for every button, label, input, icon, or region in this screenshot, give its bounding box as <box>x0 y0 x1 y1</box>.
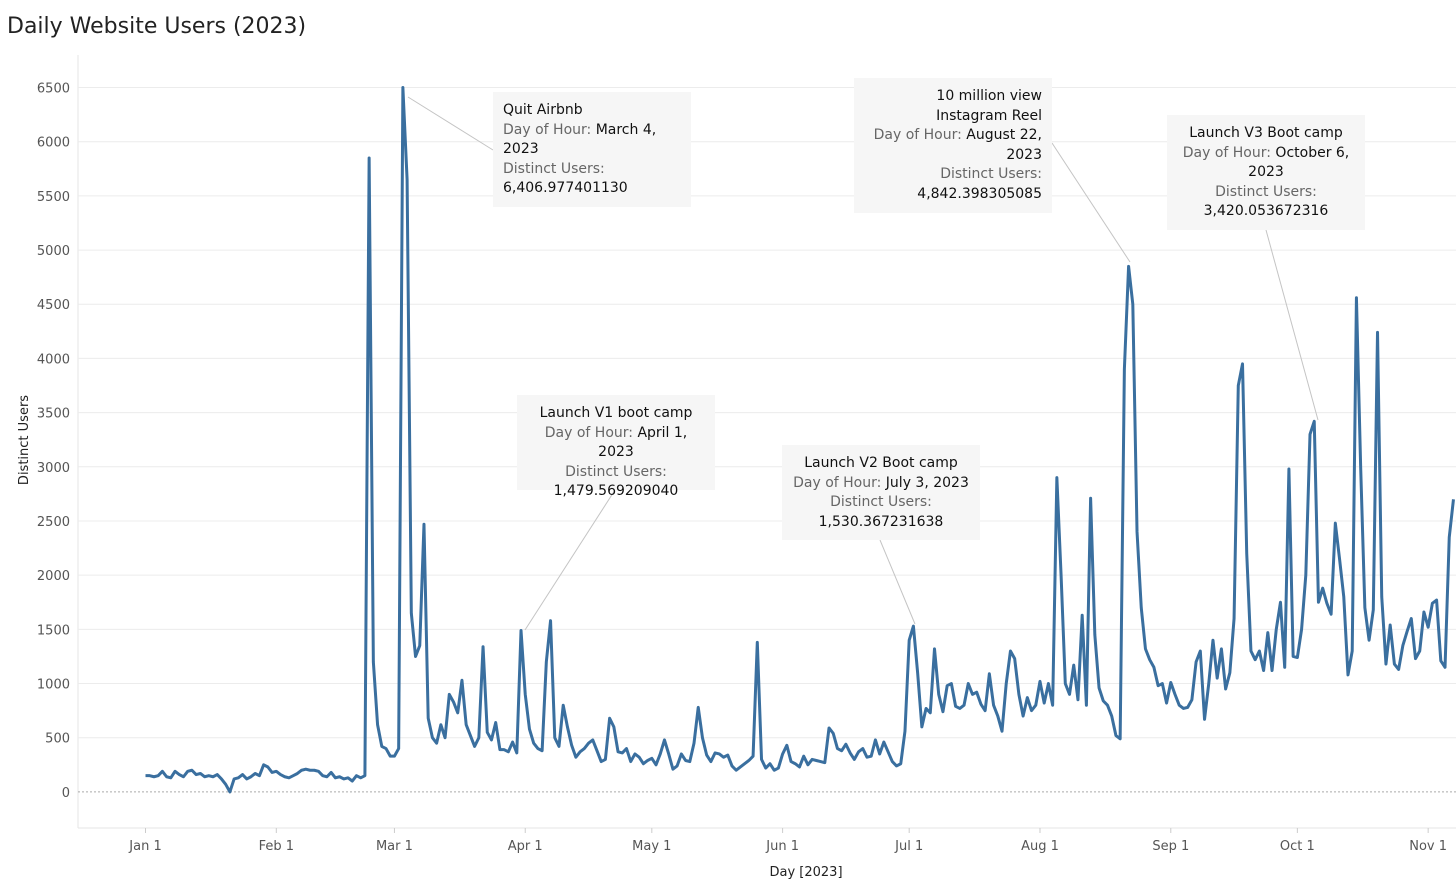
y-tick-label: 3500 <box>37 407 70 422</box>
x-tick-label: Jun 1 <box>765 839 799 854</box>
annotation-label: Day of Hour: <box>544 424 633 441</box>
annotation-label: Distinct Users: <box>1215 183 1317 200</box>
x-tick-label: May 1 <box>632 839 671 854</box>
x-tick-label: Oct 1 <box>1280 839 1315 854</box>
annotation-value: 6,406.977401130 <box>503 180 628 196</box>
annotation-date: April 1, 2023 <box>598 424 688 461</box>
y-tick-label: 4000 <box>37 352 70 367</box>
annotation: Launch V3 Boot camp Day of Hour: October… <box>1167 115 1365 230</box>
annotation: Quit Airbnb Day of Hour: March 4, 2023 D… <box>493 92 691 207</box>
x-tick-label: Sep 1 <box>1152 839 1189 854</box>
annotation-label: Distinct Users: <box>565 463 667 480</box>
y-tick-label: 0 <box>62 786 70 801</box>
y-tick-label: 6500 <box>37 82 70 97</box>
y-tick-label: 1000 <box>37 678 70 693</box>
leader-line <box>407 96 494 151</box>
annotation-value: 4,842.398305085 <box>917 185 1042 202</box>
annotation-label: Day of Hour: <box>793 474 882 491</box>
x-tick-label: Jul 1 <box>894 839 923 854</box>
annotation-date: October 6, 2023 <box>1248 144 1350 181</box>
leader-lines <box>407 96 1319 631</box>
x-tick-label: Apr 1 <box>508 839 543 854</box>
y-tick-label: 2000 <box>37 569 70 584</box>
x-axis-label: Day [2023] <box>769 865 842 880</box>
x-tick-label: Nov 1 <box>1409 839 1447 854</box>
annotation-date: July 3, 2023 <box>885 474 969 491</box>
leader-line <box>1051 142 1131 263</box>
y-tick-label: 4500 <box>37 298 70 313</box>
leader-line <box>1265 229 1319 421</box>
y-axis-label: Distinct Users <box>17 395 32 485</box>
y-tick-label: 3000 <box>37 461 70 476</box>
y-tick-label: 500 <box>45 732 70 747</box>
x-tick-label: Mar 1 <box>376 839 413 854</box>
y-tick-label: 5500 <box>37 190 70 205</box>
annotation-label: Distinct Users: <box>940 166 1042 182</box>
data-line <box>145 86 1455 794</box>
annotation-value: 3,420.053672316 <box>1203 203 1329 219</box>
annotation-label: Day of Hour: <box>873 127 962 143</box>
annotation-date: March 4, 2023 <box>503 121 657 158</box>
annotation-value: 1,479.569209040 <box>553 483 679 499</box>
annotation-label: Distinct Users: <box>503 160 605 177</box>
annotation-title: Launch V2 Boot camp <box>804 455 958 471</box>
y-tick-label: 6000 <box>37 136 70 151</box>
annotation-title: 10 million view Instagram Reel <box>936 88 1042 124</box>
leader-line <box>524 489 616 631</box>
chart-title: Daily Website Users (2023) <box>7 14 306 39</box>
leader-line <box>879 539 916 625</box>
y-tick-label: 1500 <box>37 623 70 638</box>
x-tick-label: Jan 1 <box>128 839 161 854</box>
annotation: 10 million view Instagram Reel Day of Ho… <box>854 78 1052 213</box>
annotation-title: Launch V1 boot camp <box>539 405 693 421</box>
annotation-value: 1,530.367231638 <box>818 513 944 530</box>
annotation: Launch V2 Boot camp Day of Hour: July 3,… <box>782 445 980 540</box>
annotation-label: Day of Hour: <box>503 121 592 138</box>
annotation-title: Quit Airbnb <box>503 102 583 118</box>
x-tick-label: Aug 1 <box>1021 839 1059 854</box>
annotation-label: Distinct Users: <box>830 494 932 510</box>
y-tick-label: 5000 <box>37 244 70 259</box>
x-tick-label: Feb 1 <box>259 839 294 854</box>
annotation-label: Day of Hour: <box>1182 144 1271 161</box>
annotation-date: August 22, 2023 <box>966 127 1042 163</box>
y-tick-label: 2500 <box>37 515 70 530</box>
annotation-title: Launch V3 Boot camp <box>1189 125 1343 141</box>
annotation: Launch V1 boot camp Day of Hour: April 1… <box>517 395 715 499</box>
